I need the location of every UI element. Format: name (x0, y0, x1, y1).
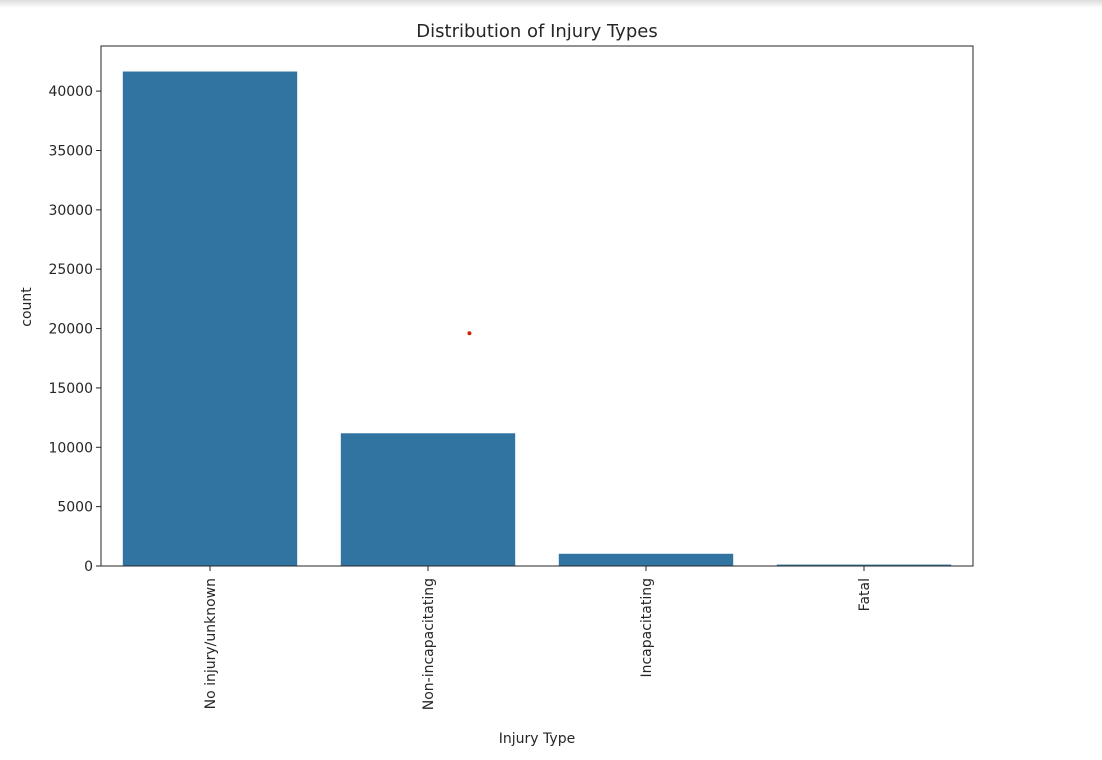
y-tick-label: 10000 (48, 440, 93, 456)
bar-incapacitating (558, 553, 734, 566)
y-tick-label: 30000 (48, 203, 93, 219)
y-tick-label: 35000 (48, 143, 93, 159)
bars-group (122, 71, 952, 566)
y-tick-label: 0 (84, 559, 93, 575)
y-axis-ticks: 0 5000 10000 15000 20000 25000 30000 35000 40000 (48, 84, 101, 575)
y-axis-label: count (19, 287, 35, 327)
x-tick-label: Non-incapacitating (421, 578, 437, 710)
plot-frame (100, 45, 974, 567)
annotation-point (467, 331, 472, 336)
y-tick-label: 20000 (48, 322, 93, 338)
x-tick-label: No injury/unknown (203, 578, 219, 709)
x-axis-label: Injury Type (499, 731, 575, 747)
y-tick-label: 40000 (48, 84, 93, 100)
annotations-group (467, 331, 472, 336)
window-top-shade (0, 0, 1102, 8)
bar-fatal (776, 564, 952, 566)
chart-title: Distribution of Injury Types (416, 21, 657, 42)
x-axis-ticks: No injury/unknown Non-incapacitating Incap… (203, 566, 873, 710)
y-tick-label: 25000 (48, 262, 93, 278)
x-tick-label: Incapacitating (639, 578, 655, 678)
y-tick-label: 5000 (57, 500, 93, 516)
x-tick-label: Fatal (857, 578, 873, 611)
bar-no-injury-unknown (122, 71, 298, 566)
bar-non-incapacitating (340, 433, 516, 566)
y-tick-label: 15000 (48, 381, 93, 397)
